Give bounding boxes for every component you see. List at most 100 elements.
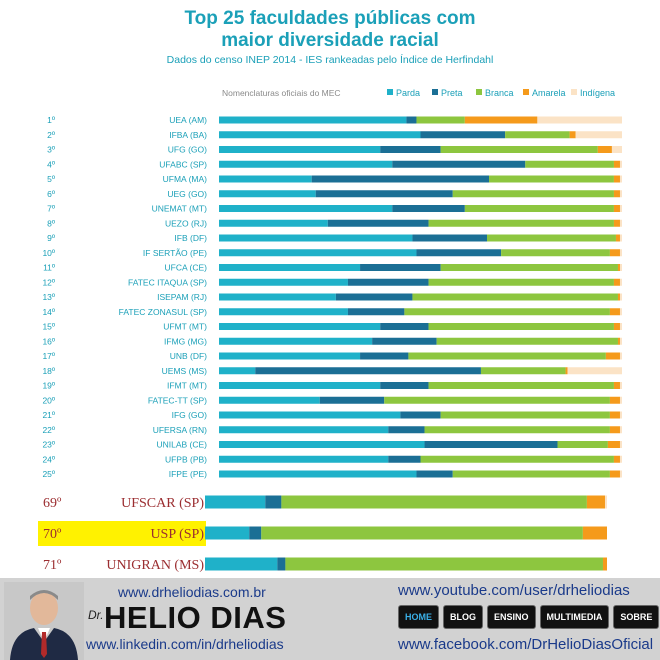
bar-segment-branca — [440, 264, 618, 271]
row-name: IFPE (PE) — [169, 469, 207, 479]
row-rank: 17º — [42, 351, 55, 361]
bar-segment-amarela — [613, 278, 620, 286]
legend-swatch-3 — [523, 89, 529, 95]
bar-segment-preta — [327, 219, 429, 227]
bar-segment-amarela — [613, 455, 620, 463]
bar-segment-preta — [255, 367, 481, 375]
bar-segment-preta — [424, 441, 558, 448]
row-rank: 20º — [42, 395, 55, 405]
facebook-link[interactable]: www.facebook.com/DrHelioDiasOficial — [398, 636, 654, 653]
extra-bar-segment-amarela — [582, 526, 607, 540]
row-rank: 19º — [42, 381, 55, 391]
row-rank: 2º — [47, 130, 55, 140]
row-name: UEG (GO) — [167, 189, 207, 199]
bar-segment-branca — [428, 323, 614, 330]
nav-home-button[interactable]: HOME — [398, 605, 439, 629]
row-name: UFERSA (RN) — [153, 425, 207, 435]
row-name: IFMG (MG) — [164, 336, 207, 346]
legend-label-1: Preta — [441, 88, 463, 98]
row-rank: 6º — [47, 189, 55, 199]
row-name: IFB (DF) — [174, 233, 207, 243]
extra-bar-segment-parda — [205, 526, 250, 540]
bar-segment-indígena — [619, 234, 622, 242]
bar-segment-preta — [406, 116, 417, 124]
bar-segment-amarela — [613, 323, 620, 330]
extra-bar-segment-branca — [285, 557, 603, 571]
bar-segment-parda — [219, 441, 425, 448]
stacked-bar-chart: Nomenclaturas oficiais do MEC Parda Preta B… — [38, 88, 622, 573]
bar-segment-indígena — [619, 470, 622, 478]
row-name: FATEC-TT (SP) — [148, 395, 207, 405]
bar-segment-parda — [219, 264, 361, 271]
row-name: FATEC ZONASUL (SP) — [119, 307, 207, 317]
bar-segment-parda — [219, 234, 413, 242]
nav-ensino-button[interactable]: ENSINO — [487, 605, 536, 629]
row-name: UNEMAT (MT) — [152, 204, 208, 214]
linkedin-link[interactable]: www.linkedin.com/in/drheliodias — [86, 636, 284, 652]
bar-segment-indígena — [619, 249, 622, 257]
bar-segment-indígena — [619, 396, 622, 404]
row-rank: 12º — [42, 277, 55, 287]
row-name: UEA (AM) — [169, 115, 207, 125]
extra-row-rank: 69º — [43, 496, 62, 511]
extra-row-rank: 71º — [43, 558, 62, 573]
bar-segment-parda — [219, 352, 361, 360]
bar-segment-preta — [315, 190, 453, 198]
row-rank: 16º — [42, 336, 55, 346]
bar-segment-branca — [428, 278, 614, 286]
row-rank: 13º — [42, 292, 55, 302]
bar-segment-branca — [440, 146, 598, 153]
bar-segment-amarela — [613, 190, 620, 198]
bar-segment-amarela — [617, 264, 620, 271]
bar-segment-amarela — [613, 205, 620, 212]
bar-segment-indígena — [619, 455, 622, 463]
bar-segment-amarela — [613, 219, 620, 227]
extra-bar-segment-amarela — [602, 557, 607, 571]
extra-bar-segment-amarela — [586, 495, 605, 509]
bar-segment-branca — [424, 426, 610, 434]
row-rank: 14º — [42, 307, 55, 317]
nav-sobre-button[interactable]: SOBRE — [613, 605, 660, 629]
row-name: UFABC (SP) — [159, 159, 207, 169]
bar-segment-amarela — [609, 426, 620, 434]
bar-segment-indígena — [619, 411, 622, 419]
bar-segment-indígena — [619, 264, 622, 271]
row-rank: 22º — [42, 425, 55, 435]
bar-segment-indígena — [537, 116, 622, 124]
bar-segment-preta — [335, 293, 413, 301]
bar-segment-preta — [360, 352, 409, 360]
nav-blog-button[interactable]: BLOG — [443, 605, 483, 629]
legend-label-4: Indígena — [580, 88, 615, 98]
bar-segment-parda — [219, 131, 421, 139]
row-name: UFG (GO) — [168, 145, 207, 155]
bar-segment-indígena — [611, 146, 622, 153]
bar-segment-preta — [392, 160, 526, 168]
legend-label-0: Parda — [396, 88, 420, 98]
bar-segment-preta — [380, 382, 429, 389]
bar-segment-parda — [219, 205, 393, 212]
row-rank: 7º — [47, 204, 55, 214]
nav-buttons: HOME BLOG ENSINO MULTIMEDIA SOBRE — [398, 605, 660, 629]
bar-segment-preta — [388, 455, 421, 463]
bar-segment-indígena — [619, 323, 622, 330]
row-rank: 3º — [47, 145, 55, 155]
youtube-link[interactable]: www.youtube.com/user/drheliodias — [398, 582, 630, 599]
bar-segment-branca — [420, 455, 614, 463]
bar-segment-preta — [380, 146, 441, 153]
bar-segment-preta — [372, 337, 437, 345]
legend-swatch-1 — [432, 89, 438, 95]
bar-segment-amarela — [609, 411, 620, 419]
row-name: UFMA (MA) — [163, 174, 208, 184]
bar-segment-preta — [416, 249, 502, 257]
bar-segment-parda — [219, 367, 256, 375]
bar-segment-indígena — [619, 426, 622, 434]
bar-segment-amarela — [609, 308, 620, 316]
bar-segment-amarela — [609, 396, 620, 404]
nav-multimedia-button[interactable]: MULTIMEDIA — [539, 605, 610, 629]
website-link[interactable]: www.drheliodias.com.br — [118, 584, 266, 600]
bar-segment-amarela — [617, 337, 620, 345]
bar-segment-amarela — [605, 352, 620, 360]
bar-segment-branca — [440, 411, 610, 419]
bar-segment-indígena — [619, 337, 622, 345]
chart-title-line2: maior diversidade racial — [221, 30, 439, 51]
